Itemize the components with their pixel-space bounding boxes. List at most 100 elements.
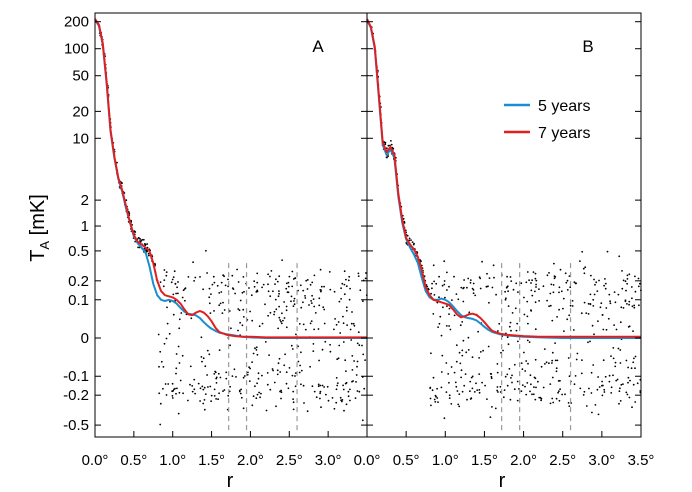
scatter-point <box>202 288 205 291</box>
scatter-point <box>607 317 610 320</box>
scatter-point <box>408 237 411 240</box>
scatter-point <box>320 290 322 293</box>
scatter-point <box>560 290 563 293</box>
scatter-point <box>247 371 249 374</box>
scatter-point <box>491 286 494 289</box>
y-tick-label: 10 <box>72 130 89 147</box>
scatter-point <box>634 401 637 403</box>
scatter-point <box>343 283 346 286</box>
scatter-point <box>210 400 213 403</box>
scatter-point <box>222 390 224 392</box>
y-tick-label: -0.1 <box>63 368 89 385</box>
scatter-point <box>568 405 571 407</box>
scatter-point <box>620 306 623 309</box>
scatter-point <box>589 293 592 296</box>
scatter-point <box>342 322 345 325</box>
scatter-point <box>254 347 256 350</box>
scatter-point <box>496 389 498 392</box>
scatter-point <box>306 410 309 413</box>
scatter-point <box>497 330 499 332</box>
scatter-point <box>321 348 324 351</box>
scatter-point <box>567 402 570 404</box>
scatter-point <box>435 282 438 285</box>
scatter-point <box>272 369 274 372</box>
scatter-point <box>348 275 351 278</box>
scatter-point <box>339 332 342 334</box>
scatter-point <box>189 383 191 386</box>
scatter-point <box>593 278 595 281</box>
scatter-point <box>318 359 320 362</box>
scatter-point <box>462 339 465 342</box>
scatter-point <box>467 336 470 339</box>
scatter-point <box>355 381 357 383</box>
scatter-point <box>489 416 492 418</box>
scatter-point <box>497 391 499 393</box>
scatter-point <box>270 270 273 272</box>
scatter-point <box>319 268 322 271</box>
scatter-point <box>175 367 178 370</box>
scatter-point <box>242 308 245 311</box>
scatter-points-layer <box>98 25 642 426</box>
scatter-point <box>445 391 448 393</box>
scatter-point <box>565 281 568 284</box>
scatter-point <box>506 275 508 278</box>
scatter-point <box>165 337 168 340</box>
scatter-point <box>300 369 303 372</box>
scatter-point <box>146 243 149 245</box>
scatter-point <box>319 390 322 393</box>
scatter-point <box>469 380 472 383</box>
scatter-point <box>579 387 582 390</box>
scatter-point <box>495 293 497 296</box>
scatter-point <box>210 293 212 295</box>
scatter-point <box>469 281 472 284</box>
scatter-point <box>287 281 290 284</box>
scatter-point <box>275 405 277 408</box>
scatter-point <box>257 377 260 380</box>
scatter-point <box>285 287 288 290</box>
scatter-point <box>556 359 559 362</box>
scatter-point <box>499 385 502 388</box>
scatter-point <box>345 403 348 406</box>
scatter-point <box>257 372 260 375</box>
scatter-point <box>205 249 207 252</box>
scatter-point <box>144 244 147 247</box>
scatter-point <box>357 275 360 277</box>
scatter-point <box>298 371 301 374</box>
scatter-point <box>199 387 202 390</box>
scatter-point <box>485 285 488 288</box>
scatter-point <box>285 326 288 329</box>
scatter-point <box>341 282 344 285</box>
scatter-point <box>345 309 348 312</box>
scatter-point <box>275 308 278 311</box>
scatter-point <box>543 348 546 350</box>
scatter-point <box>608 374 611 377</box>
scatter-point <box>430 404 432 407</box>
scatter-point <box>486 272 488 275</box>
scatter-point <box>254 385 256 388</box>
scatter-point <box>267 273 269 276</box>
scatter-point <box>313 390 316 393</box>
scatter-point <box>219 376 222 379</box>
scatter-point <box>315 396 318 399</box>
scatter-point <box>433 280 435 283</box>
scatter-point <box>534 290 536 293</box>
scatter-point <box>509 276 512 278</box>
scatter-point <box>216 284 219 287</box>
scatter-point <box>622 279 625 282</box>
scatter-point <box>267 290 270 293</box>
scatter-point <box>539 396 542 399</box>
scatter-point <box>220 281 223 284</box>
scatter-point <box>534 272 537 275</box>
scatter-point <box>612 357 615 360</box>
scatter-point <box>213 395 216 397</box>
scatter-point <box>626 274 629 277</box>
scatter-point <box>612 374 614 377</box>
scatter-point <box>434 394 437 397</box>
scatter-point <box>533 386 535 388</box>
scatter-point <box>290 300 292 303</box>
scatter-point <box>621 287 624 290</box>
scatter-point <box>508 325 511 328</box>
scatter-point <box>364 359 366 361</box>
scatter-point <box>551 351 554 354</box>
scatter-point <box>551 359 554 362</box>
